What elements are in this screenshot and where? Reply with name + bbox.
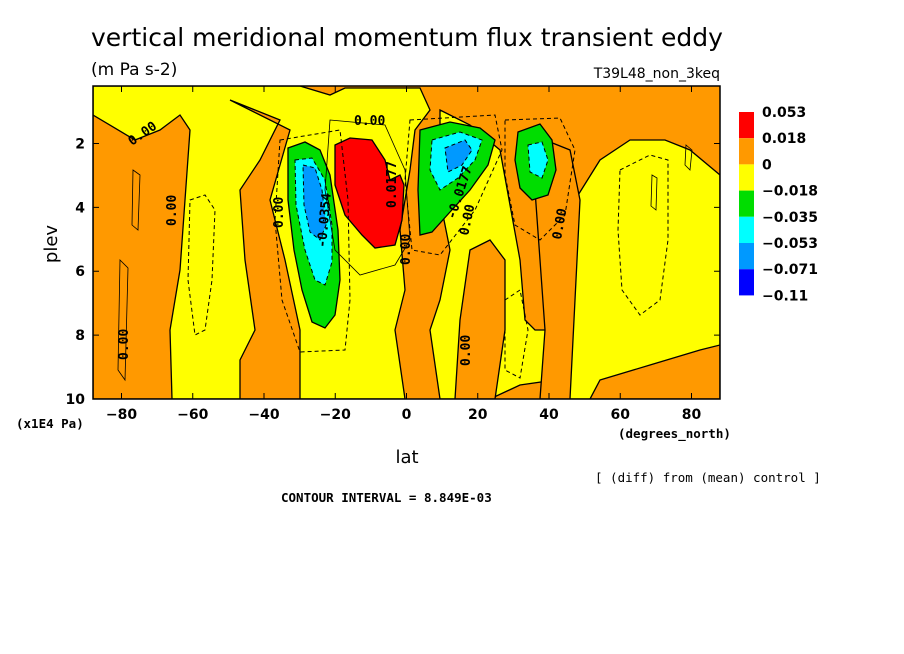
contour-thin-1: [324, 119, 411, 276]
x-axis: −80 −60 −40 −20 0 20 40 60 80: [106, 86, 702, 423]
legend-label: −0.071: [762, 262, 818, 278]
y-axis: 2 4 6 8 10: [66, 136, 720, 408]
contour-thin-2: [117, 259, 129, 382]
x-tick-label: 0: [402, 407, 412, 423]
field-positive-band-left: [93, 114, 191, 399]
legend-label: 0.053: [762, 105, 806, 121]
x-axis-label: lat: [395, 447, 418, 468]
legend-swatch: [739, 190, 754, 217]
contour-dashed-3: [274, 129, 351, 353]
field-negative-right-cyan: [527, 141, 549, 179]
legend-swatch: [739, 112, 754, 139]
x-tick-label: −40: [248, 407, 279, 423]
contour-interval: CONTOUR INTERVAL = 8.849E-03: [281, 490, 492, 505]
contour-label-5: 0.00: [399, 234, 414, 265]
y-tick-label: 2: [75, 136, 85, 152]
contour-label-6: 0.00: [457, 203, 478, 237]
contour-label-8: -0.0354: [315, 192, 335, 248]
field-negative-mid-blue: [444, 139, 473, 173]
legend-swatch: [739, 269, 754, 296]
contour-thin-4: [684, 144, 693, 171]
field-positive-band-left-inner: [229, 99, 301, 399]
contour-label-11: 0.00: [459, 335, 474, 366]
y-tick-label: 10: [66, 392, 86, 408]
x-tick-label: 60: [611, 407, 631, 423]
legend-label: 0.018: [762, 131, 806, 147]
x-tick-label: −60: [177, 407, 208, 423]
y-axis-label: plev: [41, 225, 62, 264]
contour-dashed-2: [617, 154, 669, 316]
legend-swatch: [739, 243, 754, 270]
y-tick-label: 8: [75, 328, 85, 344]
x-tick-label: 80: [682, 407, 702, 423]
contour-thin-5: [650, 174, 658, 211]
contour-label-2: 0.00: [117, 329, 132, 360]
x-tick-label: 20: [468, 407, 488, 423]
field-positive-right-strip: [454, 239, 506, 399]
field-positive-lower-right: [589, 344, 720, 399]
chart-units: (m Pa s-2): [91, 60, 177, 80]
contour-label-4: 0.00: [354, 114, 385, 129]
y-tick-label: 6: [75, 264, 85, 280]
field-positive-maximum: [334, 137, 405, 249]
legend-label: −0.035: [762, 210, 818, 226]
x-tick-label: −80: [106, 407, 137, 423]
legend-swatch: [739, 164, 754, 191]
x-axis-units: (degrees_north): [618, 426, 731, 442]
contour-label-3: 0.00: [272, 197, 287, 228]
contour-dashed-1: [187, 194, 216, 336]
chart-title: vertical meridional momentum flux transi…: [91, 23, 723, 52]
legend-swatch: [739, 216, 754, 243]
diff-note: [ (diff) from (mean) control ]: [595, 470, 821, 485]
contour-label-9: 0.0177: [385, 161, 400, 208]
legend-label: −0.11: [762, 288, 808, 304]
legend-label: 0: [762, 157, 772, 173]
plot-area: 0.00 0.00 0.00 0.00 0.00 0.00 0.00 0.00 …: [93, 86, 720, 399]
y-axis-units: (x1E4 Pa): [16, 416, 84, 431]
x-tick-label: 40: [539, 407, 559, 423]
contour-dashed-4: [504, 289, 529, 379]
legend-label: −0.018: [762, 184, 818, 200]
legend-swatch: [739, 138, 754, 165]
contour-label-1: 0.00: [165, 195, 180, 226]
contour-label-7: 0.00: [550, 207, 570, 241]
x-tick-label: −20: [320, 407, 351, 423]
legend-label: −0.053: [762, 236, 818, 252]
field-positive-far-right: [534, 139, 581, 399]
run-label: T39L48_non_3keq: [593, 66, 720, 82]
color-legend: 0.053 0.018 0 −0.018 −0.035 −0.053 −0.071 −0.11: [739, 105, 818, 304]
field-negative-left-blue: [302, 164, 327, 241]
y-tick-label: 4: [75, 200, 85, 216]
contour-thin-3: [131, 169, 141, 231]
